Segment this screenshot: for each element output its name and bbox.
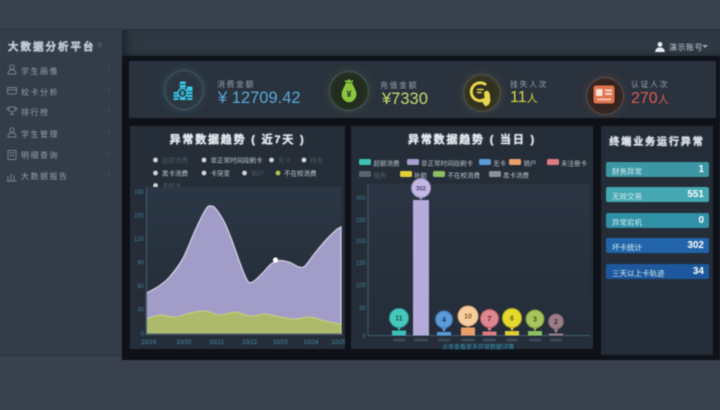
svg-text:不在校消费: 不在校消费 (448, 171, 481, 180)
svg-text:黑卡消费: 黑卡消费 (162, 169, 189, 178)
svg-text:3: 3 (533, 317, 537, 324)
svg-text:150: 150 (134, 214, 145, 220)
svg-text:黑卡消费: 黑卡消费 (503, 171, 530, 180)
svg-text:未注册卡: 未注册卡 (561, 159, 588, 168)
svg-text:不在校消费: 不在校消费 (284, 169, 317, 178)
svg-text:302: 302 (416, 187, 427, 193)
svg-text:4: 4 (442, 317, 446, 324)
svg-text:150: 150 (356, 261, 367, 267)
svg-text:10/23: 10/23 (273, 340, 289, 346)
svg-text:90: 90 (137, 261, 144, 267)
svg-text:2: 2 (554, 319, 558, 326)
svg-text:¥: ¥ (181, 91, 185, 98)
svg-text:10/21: 10/21 (209, 340, 225, 346)
svg-text:非正常时间段刷卡: 非正常时间段刷卡 (421, 159, 474, 168)
svg-text:10: 10 (464, 314, 472, 321)
svg-text:卡突变: 卡突变 (211, 169, 231, 178)
svg-text:250: 250 (356, 218, 367, 224)
svg-text:200: 200 (356, 239, 367, 245)
svg-text:挂失: 挂失 (374, 171, 388, 180)
svg-text:10/24: 10/24 (303, 340, 319, 346)
svg-text:补助: 补助 (414, 171, 428, 180)
svg-text:60: 60 (137, 284, 144, 290)
svg-text:点击查看更多异常数据详情: 点击查看更多异常数据详情 (442, 343, 514, 351)
svg-text:销户: 销户 (524, 159, 537, 168)
svg-text:50: 50 (359, 306, 366, 312)
svg-text:120: 120 (134, 237, 145, 243)
svg-text:无卡: 无卡 (493, 159, 507, 168)
svg-text:挂失: 挂失 (310, 156, 324, 165)
svg-text:非正常时间段刷卡: 非正常时间段刷卡 (211, 156, 264, 165)
svg-text:10/22: 10/22 (242, 340, 258, 346)
svg-text:6: 6 (510, 316, 514, 323)
svg-text:无卡: 无卡 (278, 156, 292, 165)
svg-text:销户: 销户 (251, 169, 264, 178)
svg-text:7: 7 (488, 316, 492, 323)
svg-text:10/25: 10/25 (331, 340, 345, 346)
svg-text:超额消费: 超额消费 (162, 156, 189, 165)
svg-text:300: 300 (356, 196, 367, 202)
svg-text:¥: ¥ (346, 89, 351, 99)
svg-text:10/19: 10/19 (141, 340, 157, 346)
svg-text:超额消费: 超额消费 (374, 159, 401, 168)
svg-text:180: 180 (134, 190, 145, 196)
svg-text:100: 100 (356, 283, 367, 289)
svg-text:未刷卡: 未刷卡 (162, 181, 182, 190)
svg-text:0: 0 (141, 332, 145, 338)
svg-text:10/20: 10/20 (176, 340, 192, 346)
svg-text:11: 11 (395, 316, 403, 323)
svg-text:0: 0 (363, 334, 367, 340)
svg-text:30: 30 (137, 308, 144, 314)
